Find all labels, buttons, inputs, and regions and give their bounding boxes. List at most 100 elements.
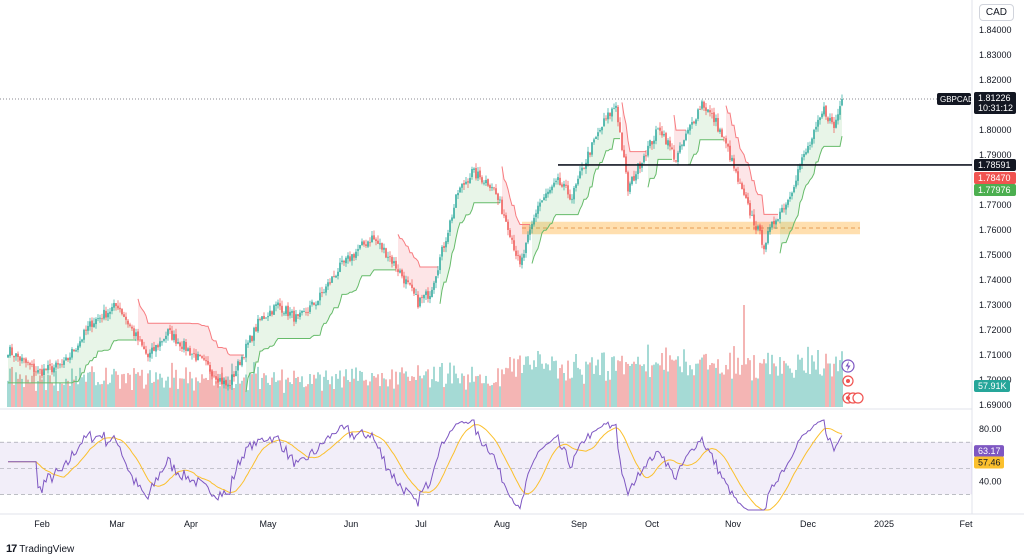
volume-bar [631,363,633,407]
volume-bar [71,368,73,407]
candle-body [609,112,611,116]
volume-bar [415,379,417,407]
rsi-value-badge[interactable] [974,445,1004,458]
volume-badge[interactable] [974,380,1010,392]
candle-body [535,213,537,218]
candle-body [347,255,349,259]
volume-bar [201,374,203,407]
candle-body [453,207,455,219]
candle-body [405,279,407,285]
volume-bar [141,369,143,407]
earnings-icon-dot [846,396,850,400]
candle-body [419,297,421,307]
candle-body [815,126,817,130]
candle-body [273,305,275,315]
candle-body [531,223,533,230]
volume-bar [417,365,419,407]
candle-body [257,318,259,332]
candle-body [499,199,501,201]
candle-body [189,348,191,356]
volume-bar [397,384,399,407]
candle-body [791,192,793,197]
volume-bar [549,370,551,407]
rsi-ma-value-badge-text: 57.46 [978,458,1001,468]
volume-bar [823,368,825,407]
price-tick-label: 1.75000 [979,250,1012,260]
candle-body [601,126,603,131]
volume-bar [629,365,631,407]
volume-bar [139,375,141,407]
trend-fill [780,102,842,254]
candle-body [591,142,593,155]
volume-bar [89,371,91,407]
candle-body [97,318,99,319]
volume-bar [507,368,509,407]
volume-bar [755,377,757,407]
volume-bar [607,371,609,407]
volume-bar [537,350,539,407]
volume-bar [721,372,723,407]
volume-bar [39,375,41,407]
volume-bar [577,367,579,407]
candle-body [319,292,321,301]
volume-bar [145,384,147,407]
candle-body [425,291,427,296]
symbol-tag[interactable] [937,93,971,105]
volume-bar [569,378,571,407]
candle-body [467,181,469,183]
volume-bar [37,381,39,407]
candle-body [323,292,325,294]
volume-bar [471,366,473,407]
currency-button[interactable]: CAD [978,4,1014,21]
volume-bar [579,369,581,407]
volume-bar [715,367,717,407]
candle-body [393,261,395,264]
rsi-tick-label: 80.00 [979,424,1002,434]
candle-body [627,172,629,192]
candle-body [763,245,765,250]
candle-body [145,349,147,354]
volume-bar [335,373,337,407]
volume-bar [433,366,435,407]
volume-bar [175,369,177,407]
rsi-tick-label: 40.00 [979,476,1002,486]
time-tick-label: Feb [34,519,50,529]
volume-bar [393,388,395,407]
volume-bar [431,379,433,407]
volume-bar [83,374,85,407]
rsi-ma-value-badge[interactable] [974,456,1004,469]
volume-bar [567,360,569,407]
candle-body [193,353,195,355]
earnings-icon-3[interactable] [852,392,864,404]
candle-body [375,239,377,241]
candle-body [107,312,109,318]
volume-bar [253,362,255,407]
volume-bar [825,353,827,407]
level-badge-red[interactable] [974,171,1016,184]
level-badge-black[interactable] [974,158,1016,171]
volume-bar [247,390,249,407]
volume-bar [407,376,409,407]
candle-body [11,347,13,355]
volume-bar [17,378,19,407]
volume-bar [695,363,697,407]
price-tick-label: 1.72000 [979,325,1012,335]
volume-bar [593,373,595,407]
candle-body [693,121,695,124]
price-tick-label: 1.82000 [979,75,1012,85]
candle-body [343,260,345,263]
volume-bar [525,356,527,407]
candle-body [563,183,565,187]
volume-bar [583,383,585,407]
last-price-badge[interactable] [974,92,1016,114]
candle-body [801,157,803,165]
candle-body [283,313,285,315]
candle-body [587,151,589,164]
tradingview-logo[interactable]: 17 TradingView [6,543,74,555]
level-badge-green[interactable] [974,183,1016,196]
candle-body [463,182,465,185]
volume-bar [205,377,207,407]
volume-bar [167,376,169,407]
downtrend-stop-line [725,105,778,215]
